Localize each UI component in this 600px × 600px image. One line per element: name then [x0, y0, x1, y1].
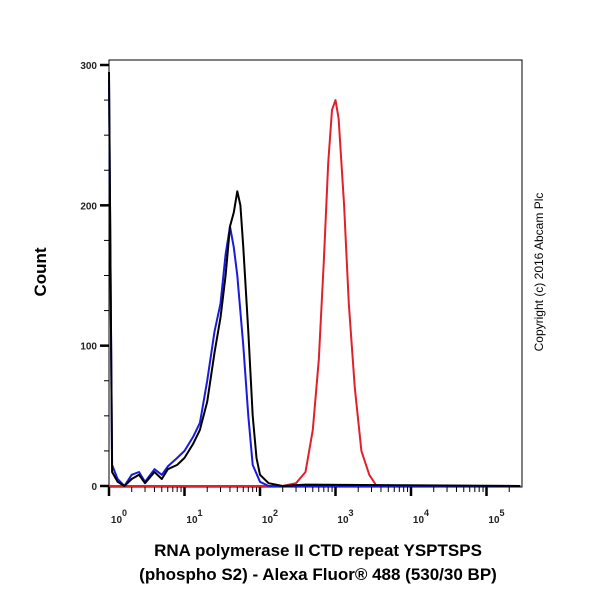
x-tick-label: 101 [186, 508, 202, 526]
y-tick-label: 300 [80, 61, 97, 72]
x-axis-label-line1: RNA polymerase II CTD repeat YSPTSPS [154, 541, 482, 560]
x-tick-label: 103 [337, 508, 353, 526]
histogram-series-2 [109, 99, 521, 487]
x-axis-label-line2: (phospho S2) - Alexa Fluor® 488 (530/30 … [139, 565, 497, 584]
y-axis-label: Count [31, 247, 50, 296]
x-tick-label: 105 [488, 508, 504, 526]
y-tick-label: 200 [80, 201, 97, 212]
histogram-series-0 [108, 72, 521, 487]
histogram-series-1 [108, 79, 521, 487]
y-tick-label: 100 [80, 342, 97, 353]
x-tick-label: 102 [262, 508, 278, 526]
x-tick-label: 100 [111, 508, 127, 526]
y-tick-label: 0 [91, 482, 97, 493]
plot-frame [108, 59, 523, 488]
x-tick-label: 104 [413, 508, 429, 526]
copyright-text: Copyright (c) 2016 Abcam Plc [532, 193, 546, 352]
